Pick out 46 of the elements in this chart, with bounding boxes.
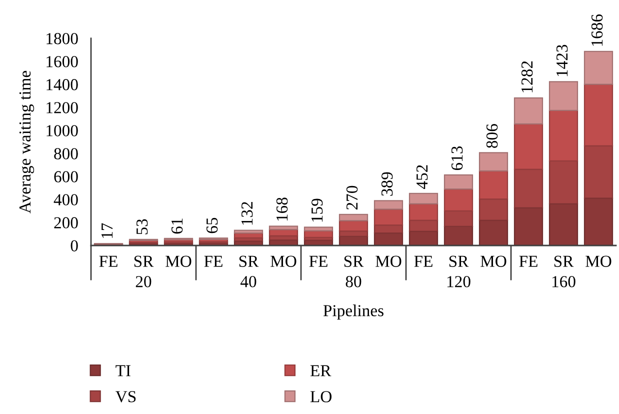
total-label: 1423 [556, 44, 568, 76]
x-axis-title: Pipelines [323, 304, 384, 320]
total-label: 1282 [521, 61, 533, 92]
x-tick-label: SR 80 [344, 256, 364, 288]
total-label: 132 [241, 202, 253, 225]
total-label: 270 [346, 186, 358, 210]
x-tick-label: MO [270, 256, 296, 267]
y-tick-label: 1600 [46, 56, 78, 68]
x-tick-label: MO [166, 256, 192, 267]
total-label: 389 [381, 172, 393, 196]
x-tick-label: SR 160 [552, 256, 576, 288]
x-tick-label: MO [586, 256, 612, 267]
y-tick-label: 200 [54, 217, 78, 228]
total-label: 159 [311, 198, 323, 222]
x-tick-label: MO [376, 256, 402, 267]
x-tick-label: FE [204, 256, 222, 267]
total-label: 65 [206, 218, 218, 234]
y-tick-label: 1400 [46, 79, 78, 90]
x-tick-label: SR 120 [447, 256, 470, 288]
total-label: 53 [136, 219, 148, 234]
x-tick-label: FE [309, 256, 328, 267]
legend-label: TI [116, 365, 130, 376]
x-tick-label: MO [480, 256, 506, 267]
total-label: 452 [416, 165, 428, 189]
legend-label: ER [310, 365, 332, 376]
x-tick-label: SR 20 [134, 256, 154, 288]
y-tick-label: 1200 [46, 102, 78, 114]
x-tick-label: FE [519, 256, 538, 267]
total-label: 1686 [591, 14, 603, 46]
total-label: 168 [276, 198, 288, 221]
y-tick-label: 1800 [46, 33, 78, 44]
y-tick-label: 0 [70, 240, 78, 252]
y-axis-title: Average waiting time [19, 70, 34, 214]
total-label: 613 [451, 146, 463, 170]
y-tick-label: 400 [54, 194, 78, 206]
total-label: 61 [171, 218, 183, 234]
legend-label: VS [116, 391, 136, 402]
x-tick-label: FE [99, 256, 118, 267]
x-tick-label: FE [414, 256, 432, 267]
y-tick-label: 600 [54, 171, 78, 182]
legend-label: LO [310, 391, 332, 402]
y-tick-label: 1000 [46, 125, 78, 136]
total-label: 806 [486, 124, 498, 148]
x-tick-label: SR 40 [239, 256, 259, 288]
y-tick-label: 800 [54, 148, 78, 160]
total-label: 17 [102, 223, 113, 238]
